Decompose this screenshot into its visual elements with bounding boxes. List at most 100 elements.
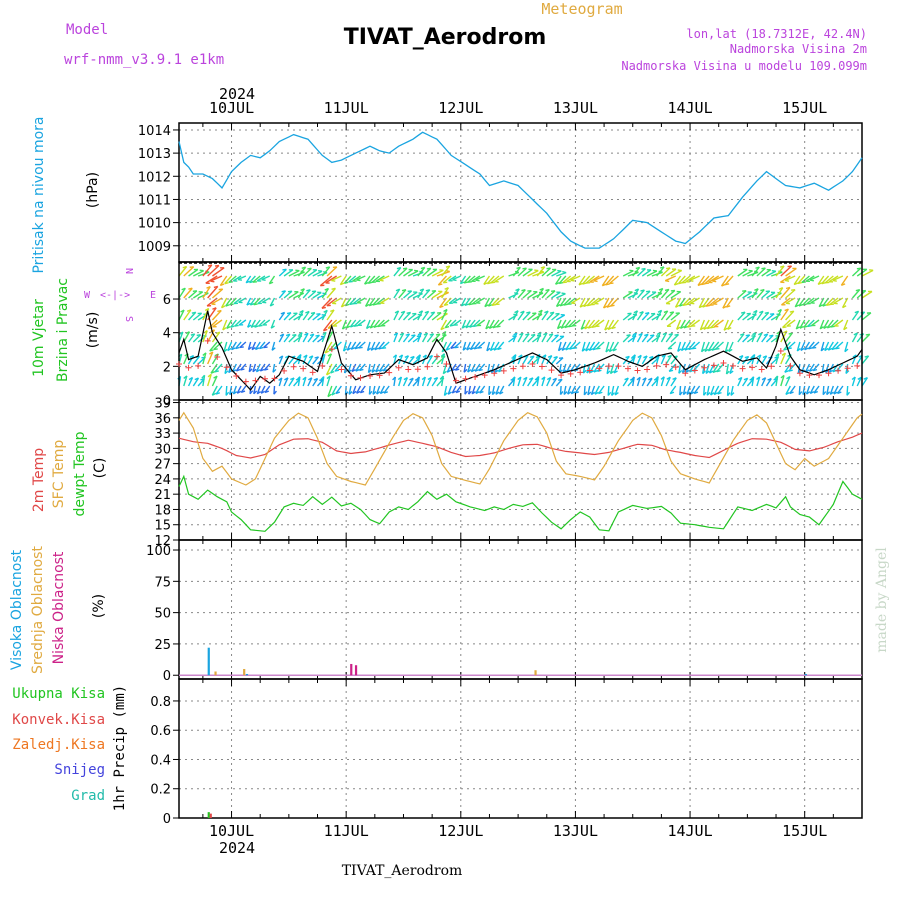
wind-arrow-head	[584, 326, 589, 330]
wind-arrow-head	[353, 324, 359, 327]
wind-arrow	[234, 319, 242, 327]
model-altitude-label: Nadmorska Visina u modelu 109.099m	[621, 59, 867, 73]
wind-arrow	[562, 275, 572, 284]
wind-arrow	[476, 319, 486, 327]
wind-arrow-head	[374, 347, 379, 351]
wind-arrow-head	[259, 346, 264, 350]
wind-arrow-head	[808, 347, 813, 350]
wind-arrow-head	[725, 283, 730, 286]
wind-arrow-head	[558, 281, 564, 285]
wind-arrow	[331, 297, 342, 304]
wind-arrow	[321, 332, 327, 343]
wind-arrow-head	[354, 346, 359, 350]
wind-arrow	[713, 319, 724, 328]
wind-arrow	[398, 267, 408, 277]
wind-arrow-head	[641, 267, 646, 270]
wind-arrow	[312, 356, 320, 365]
wind-arrow	[343, 275, 352, 284]
wind-arrow-head	[435, 333, 441, 336]
day-label-top: 10JUL	[209, 99, 254, 117]
gust-marker	[538, 363, 545, 370]
wind-arrow	[206, 374, 212, 387]
wind-arrow	[393, 354, 398, 365]
wind-arrow-head	[308, 355, 314, 359]
wind-arrow-head	[331, 287, 336, 291]
wind-arrow-head	[780, 265, 785, 268]
wind-arrow	[426, 290, 437, 299]
wind-arrow	[321, 266, 331, 277]
wind-arrow	[452, 297, 462, 304]
gust-marker	[424, 363, 431, 370]
wind-arrow-head	[781, 352, 786, 356]
wind-arrow-head	[721, 283, 726, 287]
wind-arrow	[622, 334, 631, 343]
wind-arrow-head	[614, 392, 619, 396]
wind-arrow	[602, 297, 610, 309]
wind-arrow	[795, 319, 801, 330]
wind-arrow-head	[640, 289, 645, 292]
wind-arrow-head	[636, 376, 641, 381]
wind-arrow-head	[546, 267, 551, 270]
wind-arrow	[689, 385, 696, 395]
wind-arrow	[726, 385, 729, 396]
wind-arrow	[784, 376, 791, 387]
sfc-temp-line	[178, 411, 863, 486]
cloud-bar-mid	[214, 671, 217, 676]
wind-arrow	[590, 297, 600, 306]
wind-arrow-head	[427, 376, 432, 381]
wind-arrow	[536, 266, 546, 277]
cloud-labels: Visoka Oblacnost Srednja Oblacnost Niska…	[9, 546, 107, 674]
wind-arrow	[382, 363, 390, 372]
wind-arrow	[805, 275, 815, 282]
precip-labels: Ukupna Kisa Konvek.Kisa Zaledj.Kisa Snij…	[12, 685, 128, 811]
wind-arrow	[261, 297, 271, 303]
wind-arrow-head	[751, 354, 756, 358]
wind-arrow	[691, 341, 701, 350]
wind-arrow-head	[545, 288, 550, 292]
wind-arrow	[232, 385, 237, 395]
wind-arrow-head	[560, 325, 566, 329]
wind-arrow-head	[350, 347, 356, 350]
wind-arrow	[802, 385, 806, 395]
wind-arrow	[807, 319, 815, 327]
wind-arrow	[238, 297, 247, 303]
wind-arrow	[202, 352, 207, 365]
wind-arrow	[622, 270, 634, 277]
wind-arrow-head	[394, 310, 399, 314]
wind-arrow	[325, 275, 337, 284]
day-label-bottom: 11JUL	[324, 822, 369, 840]
wind-arrow-head	[797, 281, 802, 285]
wind-arrow-head	[857, 376, 862, 380]
wind-arrow-head	[700, 326, 705, 331]
wind-arrow	[724, 275, 734, 286]
y-tick-label: 36	[154, 412, 171, 427]
wind-arrow-head	[806, 391, 811, 395]
wind-arrow-head	[853, 332, 858, 336]
gust-marker	[242, 378, 249, 385]
wind-arrow	[761, 377, 767, 387]
wind-arrow-head	[491, 303, 496, 307]
wind-arrow-head	[279, 333, 284, 337]
y-tick-label: 24	[154, 473, 171, 488]
wind-arrow	[656, 288, 664, 299]
wind-arrow	[264, 385, 271, 393]
wind-arrow	[808, 363, 815, 372]
wind-arrow-head	[580, 326, 585, 330]
wind-arrow-head	[717, 391, 722, 395]
wind-arrow-head	[758, 332, 763, 336]
wind-arrow	[820, 341, 825, 352]
wind-arrow	[312, 334, 320, 343]
wind-arrow-head	[190, 333, 195, 336]
wind-arrow-head	[519, 332, 524, 336]
wind-arrow-head	[454, 346, 459, 349]
wind-arrow	[302, 267, 312, 277]
wind-arrow-head	[587, 304, 592, 307]
wind-arrow	[660, 354, 666, 365]
wind-arrow-head	[196, 334, 201, 337]
wind-arrow-head	[488, 391, 492, 396]
wind-arrow	[253, 297, 261, 306]
wind-arrow	[541, 310, 549, 321]
wind-arrow-head	[317, 270, 323, 272]
wind-arrow	[831, 341, 839, 350]
wind-arrow	[246, 297, 252, 306]
